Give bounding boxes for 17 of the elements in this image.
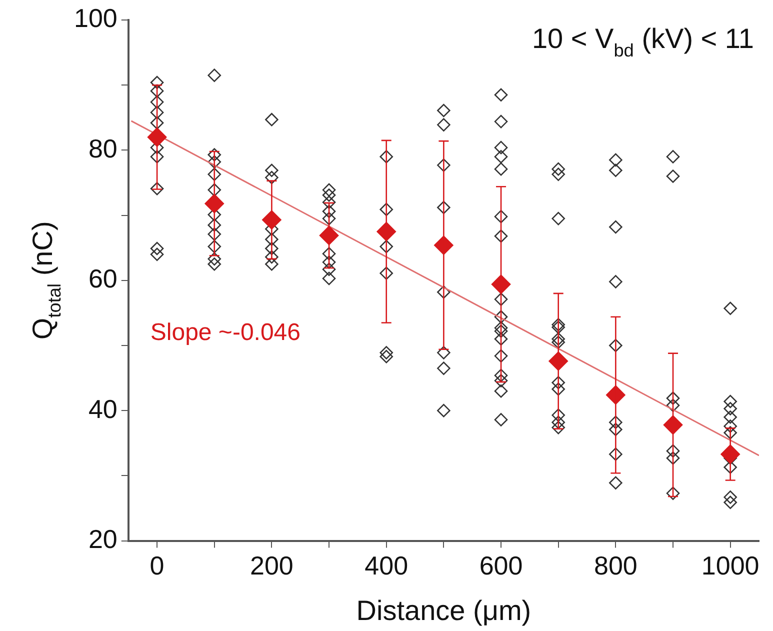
x-tick-label: 600 <box>479 550 523 581</box>
point <box>491 274 511 294</box>
x-tick-label: 1000 <box>701 550 760 581</box>
point <box>663 415 683 435</box>
x-tick-label: 800 <box>594 550 638 581</box>
y-axis-title: Qtotal (nC) <box>27 221 64 340</box>
x-axis-title: Distance (μm) <box>356 595 532 626</box>
x-tick-label: 200 <box>250 550 294 581</box>
y-tick-label: 80 <box>88 133 118 164</box>
x-tick-label: 400 <box>364 550 408 581</box>
annotation: Slope ~-0.046 <box>150 319 301 346</box>
x-tick-label: 0 <box>150 550 164 581</box>
y-tick-label: 60 <box>88 264 118 294</box>
y-tick-label: 100 <box>74 3 118 34</box>
y-tick-label: 40 <box>88 394 118 424</box>
y-tick-label: 20 <box>88 524 118 554</box>
point <box>147 128 167 147</box>
